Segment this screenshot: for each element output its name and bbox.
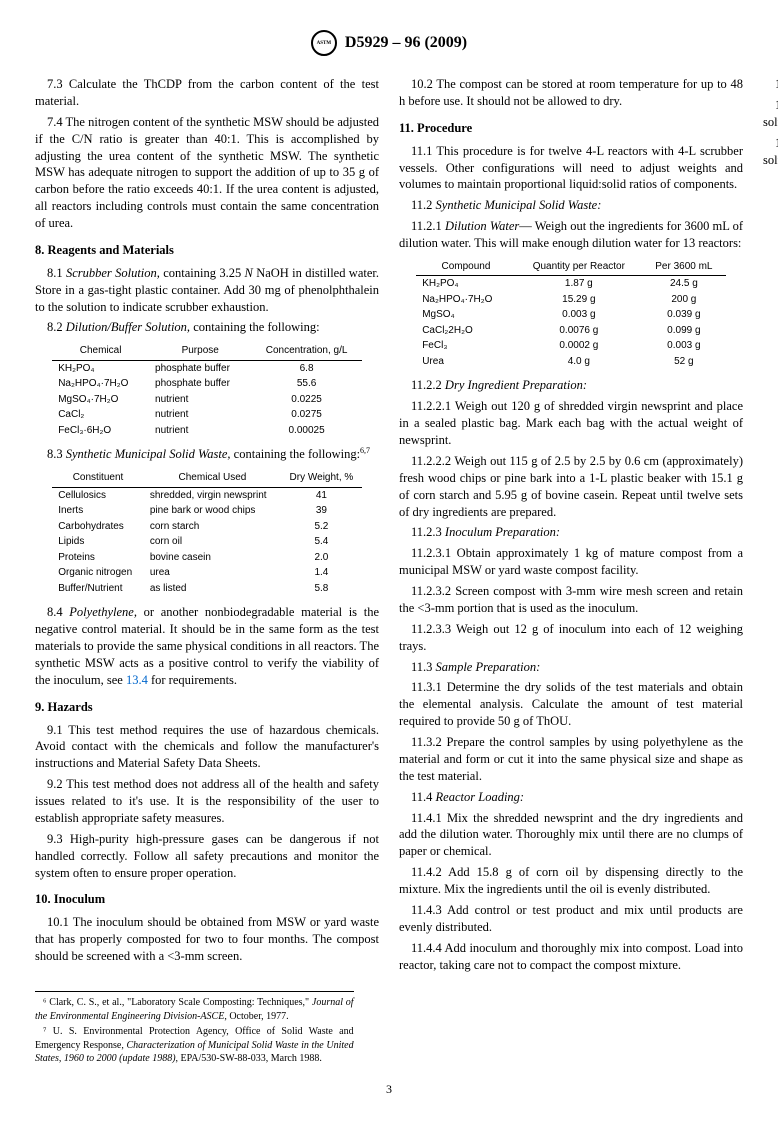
cross-ref-link[interactable]: 13.4 — [126, 673, 148, 687]
para-8-1: 8.1 Scrubber Solution, containing 3.25 N… — [35, 265, 379, 316]
para-8-2: 8.2 Dilution/Buffer Solution, containing… — [35, 319, 379, 336]
para-11-2-2-1: 11.2.2.1 Weigh out 120 g of shredded vir… — [399, 398, 743, 449]
table-row: Lipidscorn oil5.4 — [52, 534, 362, 550]
section-9-heading: 9. Hazards — [35, 699, 379, 716]
dilution-water-table: Compound Quantity per Reactor Per 3600 m… — [416, 258, 726, 370]
para-11-2-2: 11.2.2 Dry Ingredient Preparation: — [399, 377, 743, 394]
table-row: Na₂HPO₄·7H₂O15.29 g200 g — [416, 292, 726, 308]
dilution-buffer-table: Chemical Purpose Concentration, g/L KH₂P… — [52, 342, 362, 438]
para-11-2-3-2: 11.2.3.2 Screen compost with 3-mm wire m… — [399, 583, 743, 617]
para-11-2-3-1: 11.2.3.1 Obtain approximately 1 kg of ma… — [399, 545, 743, 579]
para-11-4-2: 11.4.2 Add 15.8 g of corn oil by dispens… — [399, 864, 743, 898]
para-8-4: 8.4 Polyethylene, or another nonbiodegra… — [35, 604, 379, 688]
para-7-3: 7.3 Calculate the ThCDP from the carbon … — [35, 76, 379, 110]
para-11-5: 11.5 Scrubber Preparation: — [763, 76, 778, 93]
para-10-2: 10.2 The compost can be stored at room t… — [399, 76, 743, 110]
para-9-2: 9.2 This test method does not address al… — [35, 776, 379, 827]
table-row: KH₂PO₄phosphate buffer6.8 — [52, 360, 362, 376]
table-row: CaCl₂2H₂O0.0076 g0.099 g — [416, 323, 726, 339]
para-11-4: 11.4 Reactor Loading: — [399, 789, 743, 806]
table-row: Inertspine bark or wood chips39 — [52, 503, 362, 519]
para-11-4-4: 11.4.4 Add inoculum and thoroughly mix i… — [399, 940, 743, 974]
table-row: KH₂PO₄1.87 g24.5 g — [416, 276, 726, 292]
table-row: MgSO₄0.003 g0.039 g — [416, 307, 726, 323]
footnote-7: ⁷ U. S. Environmental Protection Agency,… — [35, 1025, 354, 1066]
para-11-5-1: 11.5.1 Fill the scrubber vessels with 1.… — [763, 97, 778, 131]
para-11-1: 11.1 This procedure is for twelve 4-L re… — [399, 143, 743, 194]
table-row: FeCl₃·6H₂Onutrient0.00025 — [52, 423, 362, 439]
table-row: Na₂HPO₄·7H₂Ophosphate buffer55.6 — [52, 376, 362, 392]
page-header: D5929 – 96 (2009) — [35, 30, 743, 56]
section-10-heading: 10. Inoculum — [35, 891, 379, 908]
para-8-3: 8.3 Synthetic Municipal Solid Waste, con… — [35, 446, 379, 463]
table-row: Carbohydratescorn starch5.2 — [52, 519, 362, 535]
section-8-heading: 8. Reagents and Materials — [35, 242, 379, 259]
designation-number: D5929 – 96 (2009) — [345, 32, 467, 54]
astm-logo-icon — [311, 30, 337, 56]
table-row: Buffer/Nutrientas listed5.8 — [52, 581, 362, 597]
para-11-3-2: 11.3.2 Prepare the control samples by us… — [399, 734, 743, 785]
footnote-6: ⁶ Clark, C. S., et al., "Laboratory Scal… — [35, 996, 354, 1023]
para-11-4-1: 11.4.1 Mix the shredded newsprint and th… — [399, 810, 743, 861]
table-row: Organic nitrogenurea1.4 — [52, 565, 362, 581]
section-11-heading: 11. Procedure — [399, 120, 743, 137]
para-7-4: 7.4 The nitrogen content of the syntheti… — [35, 114, 379, 232]
para-11-3: 11.3 Sample Preparation: — [399, 659, 743, 676]
table-row: CaCl₂nutrient0.0275 — [52, 407, 362, 423]
table-row: Cellulosicsshredded, virgin newsprint41 — [52, 487, 362, 503]
synthetic-msw-table: Constituent Chemical Used Dry Weight, % … — [52, 469, 362, 596]
para-11-4-3: 11.4.3 Add control or test product and m… — [399, 902, 743, 936]
footnotes-block: ⁶ Clark, C. S., et al., "Laboratory Scal… — [35, 991, 354, 1066]
para-11-3-1: 11.3.1 Determine the dry solids of the t… — [399, 679, 743, 730]
table-row: FeCl₃0.0002 g0.003 g — [416, 338, 726, 354]
para-11-2-3-3: 11.2.3.3 Weigh out 12 g of inoculum into… — [399, 621, 743, 655]
para-10-1: 10.1 The inoculum should be obtained fro… — [35, 914, 379, 965]
para-11-2-2-2: 11.2.2.2 Weigh out 115 g of 2.5 by 2.5 b… — [399, 453, 743, 521]
para-11-5-2: 11.5.2 Add 30 mg of phenolphthalein indi… — [763, 135, 778, 169]
para-11-2-3: 11.2.3 Inoculum Preparation: — [399, 524, 743, 541]
para-9-3: 9.3 High-purity high-pressure gases can … — [35, 831, 379, 882]
para-9-1: 9.1 This test method requires the use of… — [35, 722, 379, 773]
table-row: Proteinsbovine casein2.0 — [52, 550, 362, 566]
page-number: 3 — [35, 1081, 743, 1097]
table-row: Urea4.0 g52 g — [416, 354, 726, 370]
para-11-2-1: 11.2.1 Dilution Water— Weigh out the ing… — [399, 218, 743, 252]
para-11-2: 11.2 Synthetic Municipal Solid Waste: — [399, 197, 743, 214]
table-row: MgSO₄·7H₂Onutrient0.0225 — [52, 392, 362, 408]
content-columns: 7.3 Calculate the ThCDP from the carbon … — [35, 76, 743, 976]
